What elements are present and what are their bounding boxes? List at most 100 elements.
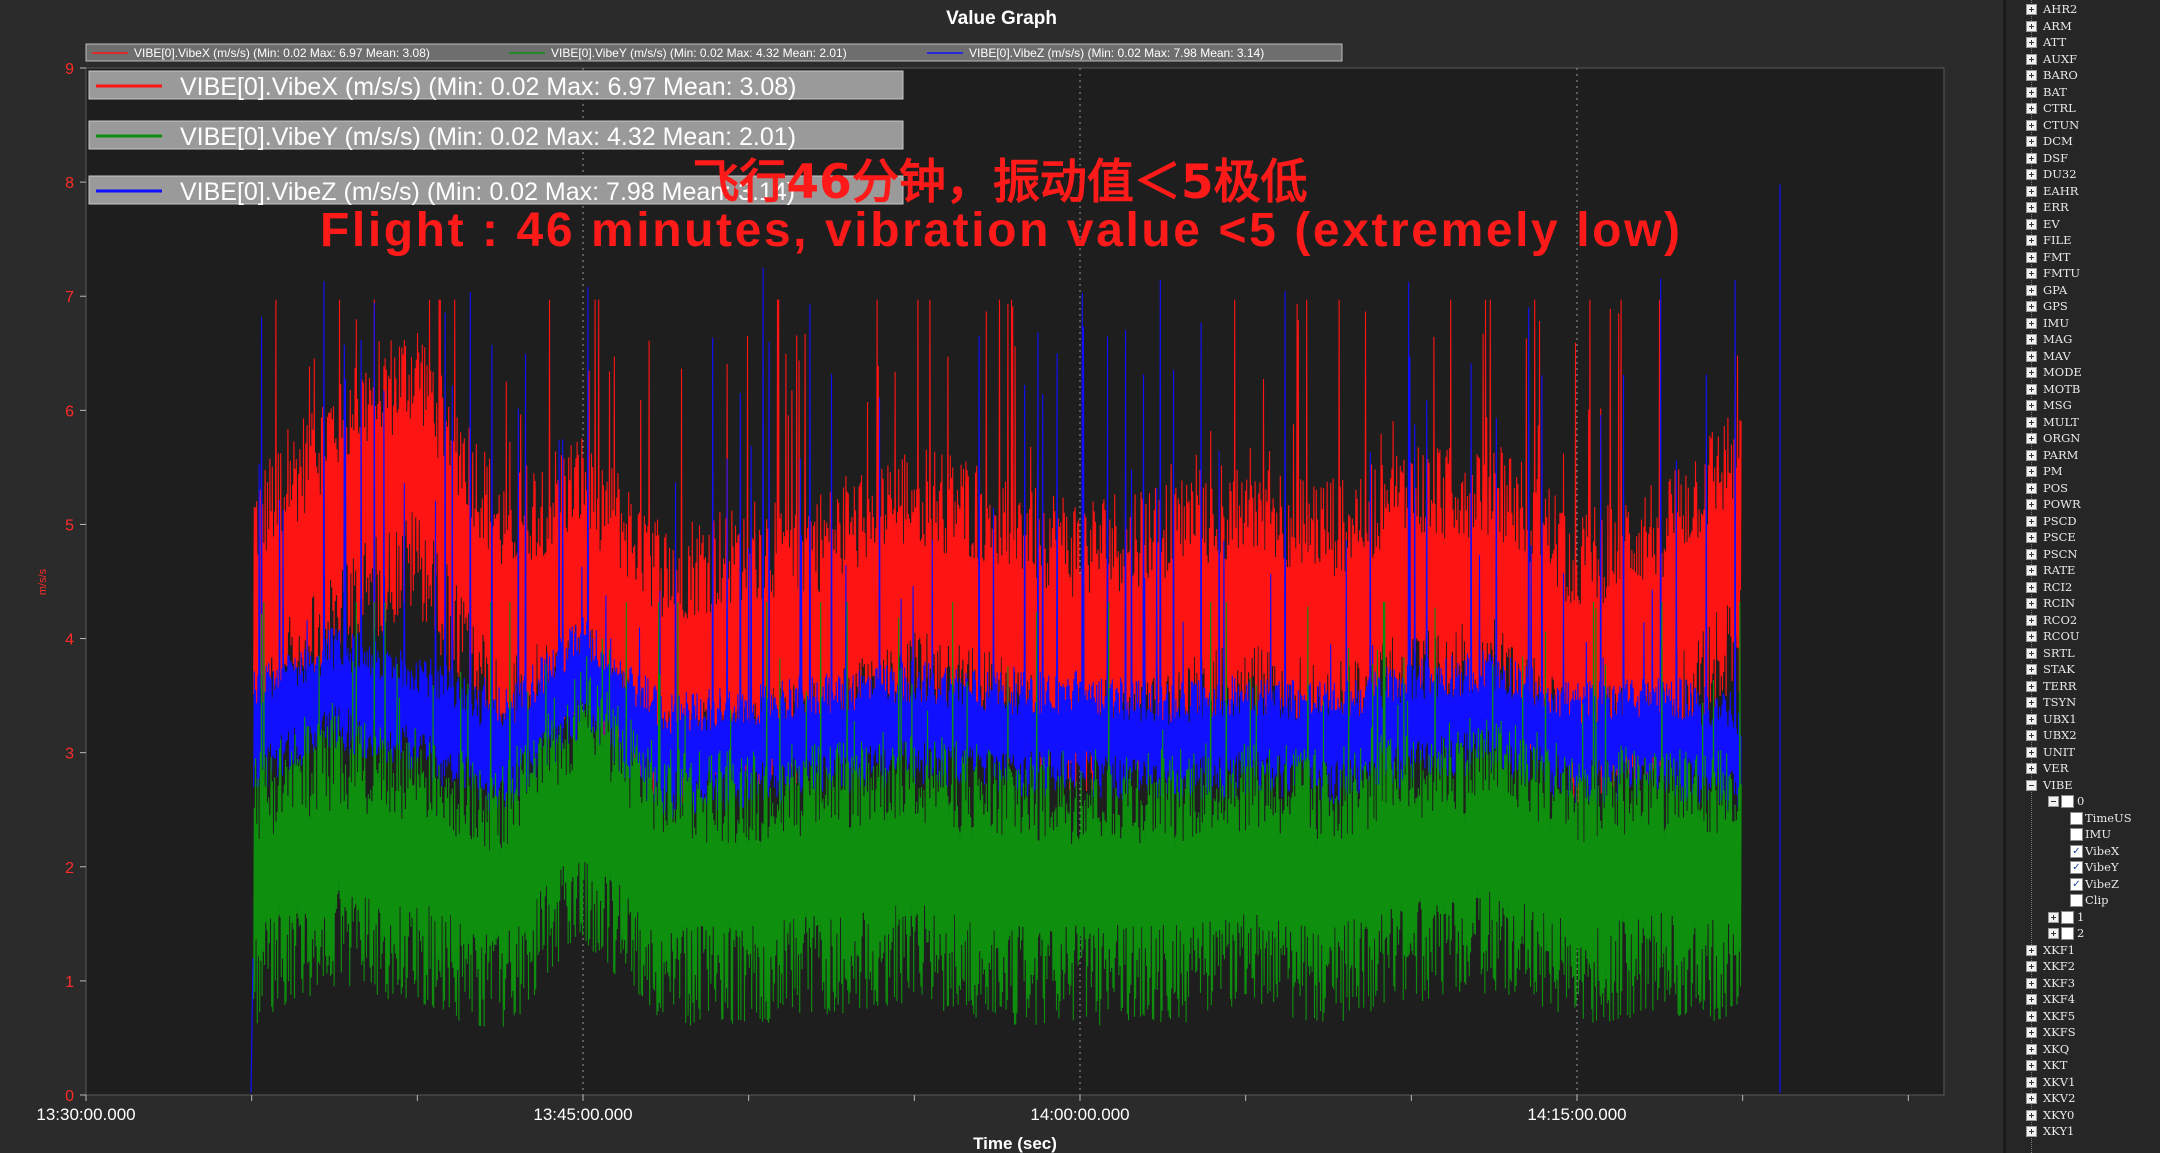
expand-icon[interactable]	[2026, 1093, 2037, 1104]
expand-icon[interactable]	[2026, 268, 2037, 279]
tree-item-label: RCO2	[2043, 612, 2078, 627]
checkbox-checked-icon[interactable]: ✓	[2070, 877, 2083, 891]
expand-icon[interactable]	[2026, 977, 2037, 989]
tree-item-label: UBX1	[2043, 711, 2077, 726]
expand-icon[interactable]	[2026, 103, 2037, 114]
expand-icon[interactable]	[2026, 1043, 2037, 1055]
expand-icon[interactable]	[2026, 119, 2037, 131]
expand-icon[interactable]	[2026, 482, 2037, 494]
expand-icon[interactable]	[2026, 548, 2037, 560]
y-tick-label: 9	[65, 61, 74, 78]
tree-item-label: POS	[2043, 480, 2069, 495]
expand-icon[interactable]	[2026, 1109, 2037, 1121]
expand-icon[interactable]	[2026, 169, 2037, 180]
expand-icon[interactable]	[2026, 301, 2037, 312]
expand-icon[interactable]	[2026, 449, 2037, 461]
expand-icon[interactable]	[2026, 400, 2037, 411]
expand-icon[interactable]	[2026, 713, 2037, 725]
expand-icon[interactable]	[2026, 598, 2037, 609]
expand-icon[interactable]	[2026, 730, 2037, 741]
tree-item-label: EAHR	[2043, 183, 2079, 198]
checkbox-icon[interactable]	[2070, 828, 2083, 841]
expand-icon[interactable]	[2026, 433, 2037, 444]
x-tick-label: 13:30:00.000	[36, 1105, 135, 1124]
expand-icon[interactable]	[2026, 152, 2037, 164]
legend-box	[88, 70, 904, 100]
expand-icon[interactable]	[2026, 37, 2037, 48]
tree-item-label: MAG	[2043, 332, 2073, 346]
checkbox-icon[interactable]	[2070, 894, 2083, 907]
expand-icon[interactable]	[2026, 631, 2037, 642]
mini-legend-label: VIBE[0].VibeX (m/s/s) (Min: 0.02 Max: 6.…	[134, 46, 430, 60]
chart-svg[interactable]: 13:30:00.000 13:45:00.000 14:00:00.000 14:1…	[0, 0, 2003, 1153]
expand-icon[interactable]	[2026, 202, 2037, 213]
expand-icon[interactable]	[2026, 70, 2037, 81]
expand-icon[interactable]	[2026, 4, 2037, 15]
expand-icon[interactable]	[2026, 647, 2037, 659]
expand-icon[interactable]	[2026, 334, 2037, 345]
y-tick-label: 4	[65, 632, 74, 649]
vibez-start-ramp	[250, 958, 254, 1093]
tree-item-label: VibeX	[2085, 843, 2120, 858]
expand-icon[interactable]	[2026, 53, 2037, 65]
expand-icon[interactable]	[2026, 664, 2037, 675]
expand-icon[interactable]	[2026, 284, 2037, 296]
tree-item-label: CTUN	[2043, 117, 2080, 132]
expand-icon[interactable]	[2026, 466, 2037, 477]
expand-icon[interactable]	[2026, 1126, 2037, 1137]
expand-icon[interactable]	[2026, 136, 2037, 147]
tree-item-label: PSCE	[2043, 530, 2076, 544]
x-tick-label: 14:00:00.000	[1030, 1105, 1129, 1124]
expand-icon[interactable]	[2026, 532, 2037, 543]
collapse-icon[interactable]	[2026, 779, 2037, 791]
expand-icon[interactable]	[2026, 235, 2037, 246]
expand-icon[interactable]	[2048, 928, 2059, 939]
expand-icon[interactable]	[2026, 416, 2037, 428]
expand-icon[interactable]	[2026, 565, 2037, 576]
expand-icon[interactable]	[2026, 185, 2037, 197]
expand-icon[interactable]	[2026, 614, 2037, 626]
checkbox-icon[interactable]	[2061, 927, 2074, 940]
collapse-icon[interactable]	[2048, 796, 2059, 807]
checkbox-checked-icon[interactable]: ✓	[2070, 861, 2083, 874]
tree-item-label: EV	[2043, 216, 2060, 231]
expand-icon[interactable]	[2026, 680, 2037, 692]
expand-icon[interactable]	[2026, 1010, 2037, 1022]
expand-icon[interactable]	[2026, 944, 2037, 956]
checkbox-icon[interactable]	[2061, 795, 2074, 808]
tree-item-label: VibeZ	[2085, 876, 2119, 891]
expand-icon[interactable]	[2026, 515, 2037, 527]
expand-icon[interactable]	[2026, 86, 2037, 98]
expand-icon[interactable]	[2048, 911, 2059, 923]
expand-icon[interactable]	[2026, 499, 2037, 510]
tree-item-label: FILE	[2043, 233, 2072, 247]
expand-icon[interactable]	[2026, 1060, 2037, 1071]
expand-icon[interactable]	[2026, 1027, 2037, 1038]
expand-icon[interactable]	[2026, 251, 2037, 263]
expand-icon[interactable]	[2026, 218, 2037, 230]
expand-icon[interactable]	[2026, 961, 2037, 972]
expand-icon[interactable]	[2026, 697, 2037, 708]
checkbox-icon[interactable]	[2061, 910, 2074, 924]
expand-icon[interactable]	[2026, 20, 2037, 32]
expand-icon[interactable]	[2026, 367, 2037, 378]
expand-icon[interactable]	[2026, 763, 2037, 774]
tree-item-label: RCIN	[2043, 596, 2076, 610]
tree-item-label: UNIT	[2043, 744, 2075, 759]
expand-icon[interactable]	[2026, 581, 2037, 593]
series-line-vibe-0-vibey-m-s-s-	[253, 601, 1742, 1027]
expand-icon[interactable]	[2026, 317, 2037, 329]
tree-item-label: DU32	[2043, 167, 2077, 181]
legend-box	[88, 120, 904, 150]
tree-item-label: TSYN	[2043, 695, 2077, 709]
expand-icon[interactable]	[2026, 1076, 2037, 1088]
tree-item-label: XKV2	[2043, 1091, 2076, 1105]
checkbox-checked-icon[interactable]: ✓	[2070, 844, 2083, 858]
expand-icon[interactable]	[2026, 383, 2037, 395]
log-message-tree[interactable]: AHR2 ARM ATT AUXF BARO BAT CTRL CTUN DCM DSF DU32 E…	[2003, 0, 2160, 1153]
expand-icon[interactable]	[2026, 994, 2037, 1005]
checkbox-icon[interactable]	[2070, 811, 2083, 825]
expand-icon[interactable]	[2026, 350, 2037, 362]
expand-icon[interactable]	[2026, 746, 2037, 758]
tree-item-label: RATE	[2043, 563, 2076, 577]
